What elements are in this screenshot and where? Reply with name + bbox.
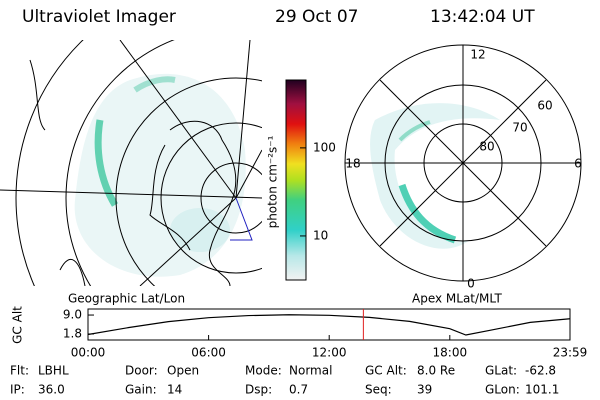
- colorbar: [285, 79, 307, 281]
- mlt-label: 6: [574, 157, 582, 171]
- y-axis-label: GC Alt: [11, 306, 25, 344]
- status-label: GLat:: [485, 364, 517, 378]
- y-tick-label: 9.0: [63, 308, 82, 322]
- mlat-label: 70: [512, 121, 527, 135]
- mlt-label: 0: [467, 277, 475, 291]
- status-label: Gain:: [125, 383, 157, 397]
- status-label: GLon:: [485, 383, 520, 397]
- colorbar-tick-label: 10: [313, 228, 328, 242]
- status-label: Seq:: [365, 383, 392, 397]
- status-value: 0.7: [289, 383, 308, 397]
- status-value: 39: [417, 383, 432, 397]
- x-tick-label: 12:00: [312, 346, 347, 360]
- mlt-label: 12: [470, 48, 485, 62]
- status-label: Flt:: [10, 364, 29, 378]
- x-tick-label: 23:59: [553, 346, 588, 360]
- colorbar-tick-label: 100: [313, 140, 336, 154]
- status-label: Dsp:: [245, 383, 272, 397]
- colorbar-label: photon cm⁻²s⁻¹: [266, 135, 280, 228]
- status-value: Open: [167, 364, 199, 378]
- x-tick-label: 06:00: [191, 346, 226, 360]
- mlt-label: 18: [345, 157, 360, 171]
- status-value: 14: [167, 383, 182, 397]
- status-label: GC Alt:: [365, 364, 407, 378]
- geo-image: [0, 40, 262, 286]
- status-label: Door:: [125, 364, 158, 378]
- mlat-label: 80: [479, 140, 494, 154]
- x-tick-label: 18:00: [433, 346, 468, 360]
- status-label: IP:: [10, 383, 25, 397]
- title: Ultraviolet Imager: [22, 7, 176, 27]
- y-tick-label: 1.8: [63, 326, 82, 340]
- x-tick-label: 00:00: [71, 346, 106, 360]
- status-value: -62.8: [525, 364, 556, 378]
- status-label: Mode:: [245, 364, 282, 378]
- status-value: LBHL: [38, 364, 69, 378]
- time: 13:42:04 UT: [430, 7, 535, 27]
- date: 29 Oct 07: [275, 7, 358, 27]
- status-value: Normal: [289, 364, 332, 378]
- altitude-line: [87, 314, 571, 336]
- status-value: 8.0 Re: [417, 364, 455, 378]
- geo-label: Geographic Lat/Lon: [68, 292, 185, 306]
- mlat-label: 60: [537, 99, 552, 113]
- status-value: 36.0: [38, 383, 65, 397]
- apex-image: [344, 44, 582, 282]
- apex-label: Apex MLat/MLT: [412, 292, 502, 306]
- status-value: 101.1: [525, 383, 559, 397]
